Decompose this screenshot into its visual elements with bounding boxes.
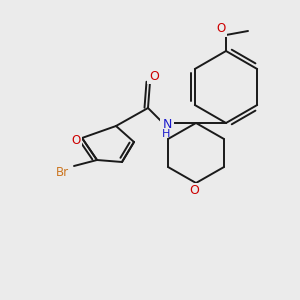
Text: O: O — [216, 22, 226, 35]
Text: O: O — [189, 184, 199, 197]
Text: H: H — [162, 129, 170, 139]
Text: O: O — [71, 134, 81, 146]
Text: O: O — [149, 70, 159, 83]
Text: Br: Br — [56, 166, 69, 178]
Text: N: N — [162, 118, 172, 131]
